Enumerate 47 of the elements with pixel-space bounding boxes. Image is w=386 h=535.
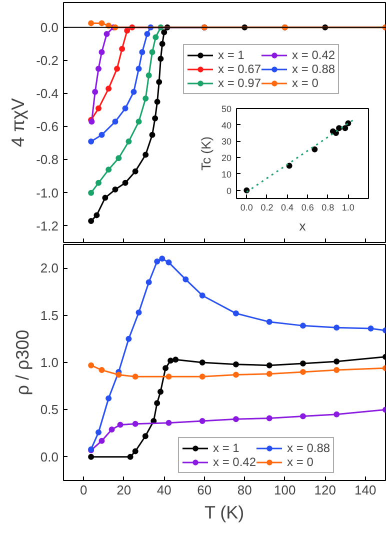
x-tick-label: 0	[80, 482, 88, 498]
y-tick-label: -0.2	[36, 52, 59, 68]
y-tick-label: 2.0	[40, 260, 59, 276]
x-tick-label: 0.4	[281, 202, 294, 212]
legend-label: x = 0.88	[292, 62, 336, 76]
y-axis-title: ρ / ρ300	[12, 330, 32, 396]
y-tick-label: 0	[226, 186, 232, 196]
legend-label: x = 0.97	[218, 76, 262, 90]
legend-label: x = 0	[287, 455, 314, 469]
x-tick-label: 0.0	[240, 202, 253, 212]
legend-label: x = 1	[213, 441, 240, 455]
x-tick-label: 60	[197, 482, 212, 498]
y-tick-label: 50	[221, 104, 232, 114]
y-tick-label: -0.8	[36, 152, 59, 168]
y-tick-label: 10	[221, 169, 232, 180]
x-tick-label: 80	[237, 482, 252, 498]
y-tick-label: -1.0	[36, 185, 59, 200]
x-tick-label: 0.6	[301, 202, 314, 212]
x-tick-label: 0.2	[260, 202, 274, 212]
x-axis-title: T (K)	[204, 502, 244, 522]
y-tick-label: 0.0	[40, 449, 59, 464]
y-tick-label: 1.5	[40, 308, 59, 323]
y-tick-label: 40	[221, 120, 232, 130]
y-tick-label: 30	[221, 136, 232, 147]
y-tick-label: -0.4	[36, 86, 59, 102]
y-axis-title: Tc (K)	[198, 136, 214, 170]
x-tick-label: 140	[354, 482, 376, 498]
y-tick-label: 1.0	[40, 355, 59, 370]
legend-label: x = 0.88	[287, 441, 330, 455]
x-tick-label: 40	[156, 482, 172, 498]
legend-label: x = 0.42	[292, 48, 336, 62]
legend-label: x = 0.42	[213, 455, 256, 469]
x-tick-label: 100	[274, 482, 296, 498]
y-tick-label: 0.5	[40, 402, 59, 418]
legend-label: x = 0	[292, 76, 318, 90]
y-tick-label: 0.0	[40, 20, 59, 35]
x-axis-title: x	[299, 218, 306, 234]
x-tick-label: 20	[116, 482, 132, 498]
y-tick-label: -1.2	[36, 218, 59, 234]
y-tick-label: 20	[221, 153, 232, 164]
legend-label: x = 1	[218, 48, 244, 62]
x-tick-label: 120	[314, 482, 336, 498]
y-tick-label: -0.6	[36, 119, 59, 134]
legend-label: x = 0.67	[218, 62, 262, 76]
y-axis-title: 4 πχV	[8, 98, 28, 147]
x-tick-label: 0.8	[322, 202, 334, 212]
x-tick-label: 1.0	[342, 202, 354, 212]
